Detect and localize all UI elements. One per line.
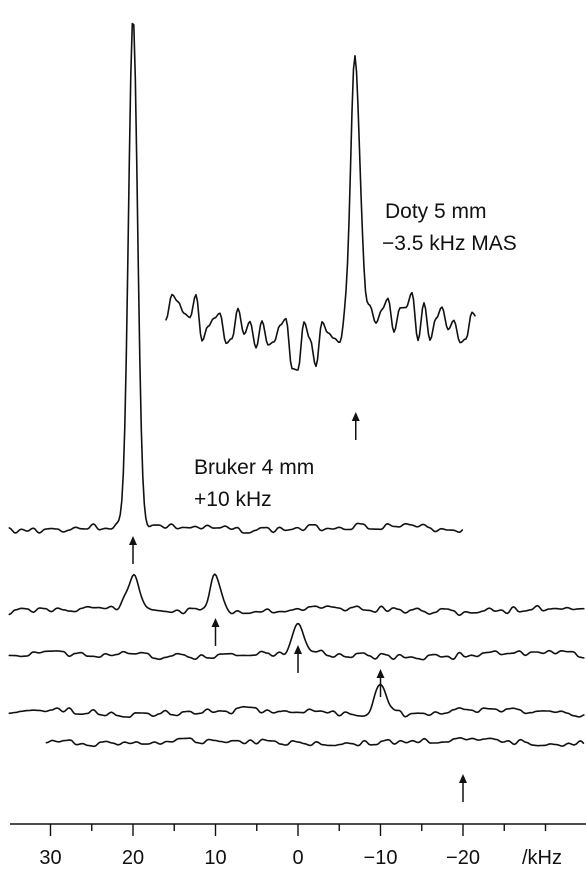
spectrum-trace-2 [8, 22, 464, 534]
peak-arrow-6 [459, 774, 467, 802]
spectrum-annotations: Doty 5 mm −3.5 kHz MAS Bruker 4 mm +10 k… [194, 200, 517, 511]
x-axis-tick-labels: 30 20 10 0 −10 −20 [39, 847, 480, 869]
x-axis-ticks [49, 824, 547, 836]
spectrum-trace-1 [165, 55, 476, 371]
peak-arrow-2 [129, 536, 137, 564]
spectrum-trace-5 [8, 683, 585, 718]
spectrum-trace-6 [45, 737, 585, 748]
x-tick-label-1: 30 [39, 847, 61, 869]
x-tick-label-4: 0 [292, 847, 303, 869]
x-tick-label-6: −20 [446, 847, 480, 869]
x-tick-label-3: 10 [204, 847, 226, 869]
spectra-traces [8, 22, 585, 748]
spectrum-trace-3 [8, 573, 585, 616]
doty-label-line-2: −3.5 kHz MAS [382, 232, 517, 255]
x-axis: 30 20 10 0 −10 −20 /kHz [10, 823, 586, 869]
x-tick-label-2: 20 [122, 847, 144, 869]
bruker-label-line-1: Bruker 4 mm [194, 456, 314, 479]
peak-arrows [129, 412, 467, 802]
x-axis-unit-label: /kHz [522, 847, 562, 869]
peak-arrow-5 [376, 669, 385, 697]
bruker-label-line-2: +10 kHz [194, 488, 272, 511]
peak-arrow-4 [294, 645, 302, 673]
x-tick-label-5: −10 [364, 847, 398, 869]
peak-arrow-1 [351, 412, 360, 440]
doty-label-line-1: Doty 5 mm [385, 200, 487, 223]
peak-arrow-3 [211, 618, 220, 646]
spectrum-trace-4 [8, 622, 585, 661]
